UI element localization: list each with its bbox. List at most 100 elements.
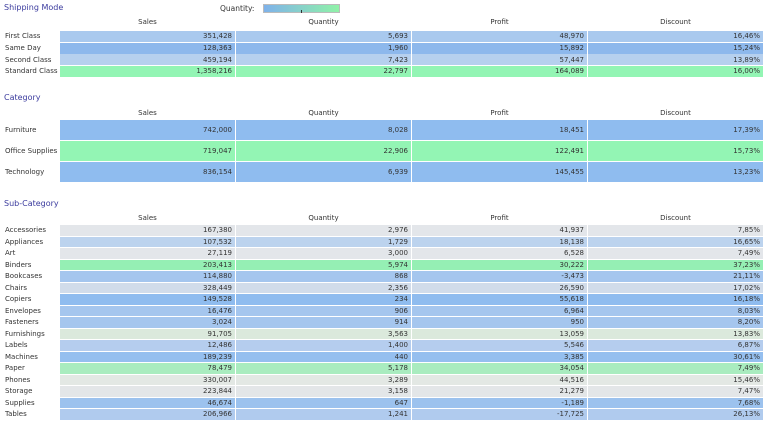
cell-value: 5,693 [387, 32, 408, 41]
row-label: Fasteners [5, 318, 39, 327]
table-cell [588, 248, 763, 259]
row-label: Same Day [5, 43, 41, 52]
table-cell [60, 271, 235, 282]
cell-value: 16,00% [733, 67, 760, 76]
row-label: Second Class [5, 55, 52, 64]
cell-value: 22,797 [383, 67, 409, 76]
row-label: First Class [5, 32, 41, 41]
cell-value: 7,49% [737, 364, 760, 373]
cell-value: 145,455 [555, 168, 584, 176]
row-label: Paper [5, 364, 25, 373]
table-cell [236, 363, 411, 374]
column-header: Discount [660, 109, 691, 117]
cell-value: 27,119 [207, 249, 233, 258]
table-cell [412, 294, 587, 305]
table-cell [412, 162, 587, 183]
cell-value: 44,516 [559, 375, 585, 384]
table-cell [588, 271, 763, 282]
row-label: Technology [5, 168, 45, 176]
cell-value: 26,13% [733, 410, 760, 419]
table-cell [412, 259, 587, 271]
cell-value: 16,46% [733, 32, 760, 41]
cell-value: 5,546 [563, 341, 584, 350]
cell-value: 7,68% [737, 398, 760, 407]
cell-value: 16,18% [733, 295, 760, 304]
table-cell [236, 65, 411, 77]
cell-value: 55,618 [559, 295, 585, 304]
column-header: Sales [138, 109, 157, 117]
table-cell [236, 248, 411, 259]
table-cell [60, 305, 235, 317]
row-label: Supplies [5, 398, 35, 407]
column-header: Sales [138, 18, 157, 26]
cell-value: 18,138 [559, 237, 585, 246]
cell-value: 719,047 [203, 147, 232, 155]
cell-value: 8,20% [737, 318, 760, 327]
cell-value: 459,194 [203, 55, 232, 64]
cell-value: 22,906 [383, 147, 409, 155]
cell-value: 914 [394, 318, 408, 327]
table-cell [412, 409, 587, 420]
cell-value: 15,73% [733, 147, 760, 155]
table-cell [588, 42, 763, 54]
column-header: Quantity [308, 18, 339, 26]
cell-value: 26,590 [559, 283, 585, 292]
table-cell [236, 409, 411, 420]
cell-value: 15,46% [733, 375, 760, 384]
cell-value: 12,486 [207, 341, 233, 350]
table-cell [588, 120, 763, 141]
table-cell [236, 397, 411, 409]
table-cell [236, 236, 411, 248]
table-cell [60, 282, 235, 294]
cell-value: 167,380 [203, 226, 232, 235]
table-cell [60, 236, 235, 248]
cell-value: 2,356 [387, 283, 408, 292]
cell-value: 223,844 [203, 387, 232, 396]
table-cell [412, 31, 587, 42]
cell-value: 13,059 [559, 329, 585, 338]
cell-value: -1,189 [561, 398, 584, 407]
table-cell [60, 317, 235, 328]
row-label: Copiers [5, 295, 32, 304]
cell-value: 440 [394, 352, 408, 361]
table-cell [412, 248, 587, 259]
cell-value: -17,725 [556, 410, 584, 419]
cell-value: 3,000 [387, 249, 408, 258]
table-cell [60, 65, 235, 77]
cell-value: 330,007 [203, 375, 232, 384]
cell-value: 647 [394, 398, 408, 407]
table-cell [60, 141, 235, 162]
table-cell [60, 351, 235, 363]
cell-value: 6,939 [387, 168, 408, 176]
table-cell [236, 328, 411, 340]
cell-value: 7,423 [387, 55, 408, 64]
cell-value: 3,385 [563, 352, 584, 361]
row-label: Furnishings [5, 329, 45, 338]
cell-value: 128,363 [203, 43, 232, 52]
cell-value: 206,966 [203, 410, 232, 419]
cell-value: 1,400 [387, 341, 408, 350]
cell-value: 107,532 [203, 237, 232, 246]
table-cell [588, 363, 763, 374]
cell-value: 328,449 [203, 283, 232, 292]
row-label: Machines [5, 352, 38, 361]
row-label: Storage [5, 387, 33, 396]
column-header: Profit [490, 18, 509, 26]
table-cell [236, 141, 411, 162]
table-cell [588, 294, 763, 305]
cell-value: 78,479 [207, 364, 233, 373]
section-title: Shipping Mode [4, 3, 64, 12]
section-title: Sub-Category [4, 199, 59, 208]
cell-value: 7,49% [737, 249, 760, 258]
table-cell [60, 409, 235, 420]
table-cell [588, 225, 763, 236]
row-label: Bookcases [5, 272, 43, 281]
cell-value: 15,892 [559, 43, 585, 52]
cell-value: 3,289 [387, 375, 408, 384]
column-header: Discount [660, 18, 691, 26]
cell-value: 742,000 [203, 126, 232, 134]
table-cell [236, 42, 411, 54]
cell-value: 46,674 [207, 398, 233, 407]
cell-value: 41,937 [559, 226, 585, 235]
